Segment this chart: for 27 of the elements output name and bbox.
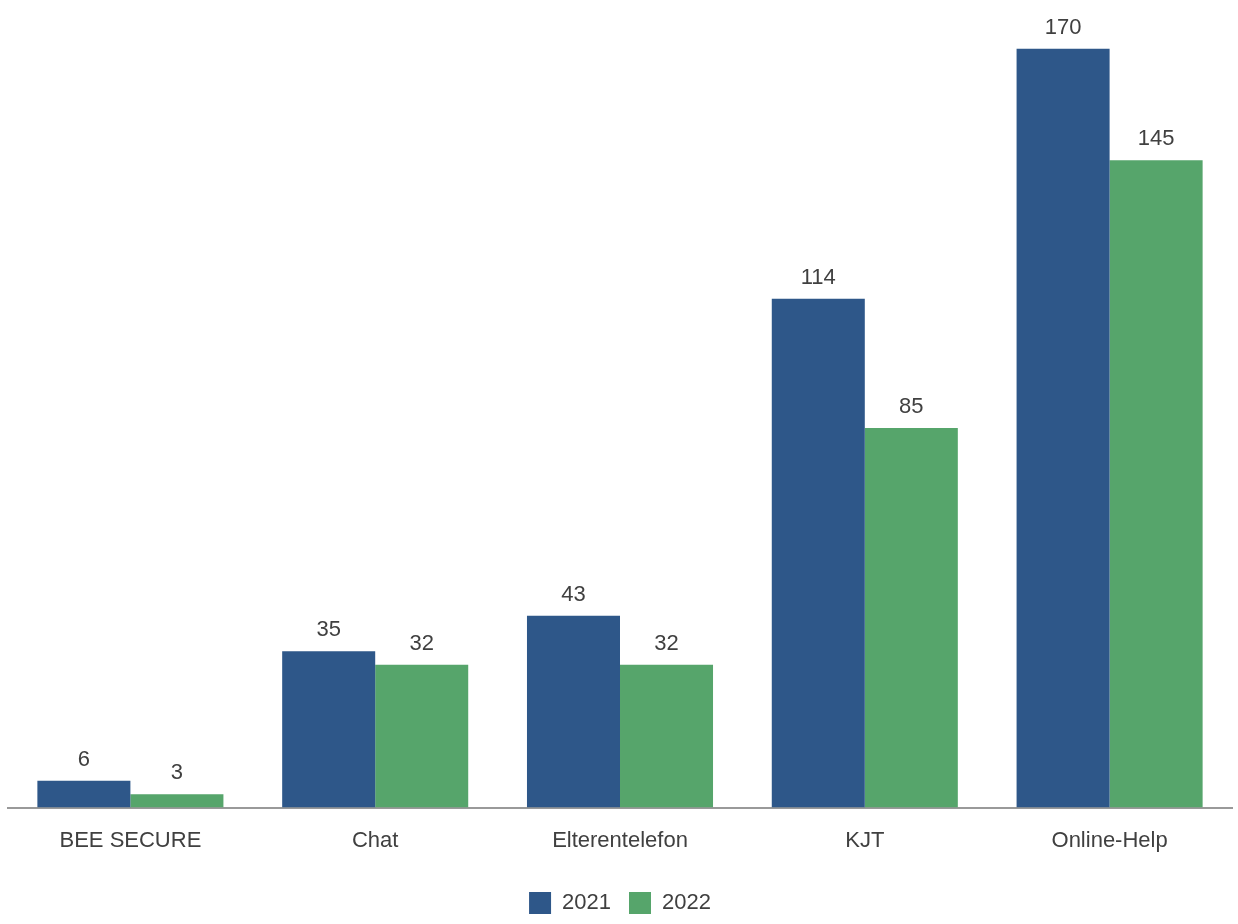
- x-tick-label: Elterentelefon: [552, 826, 688, 852]
- data-label: 3: [170, 759, 184, 785]
- x-tick-label: KJT: [845, 826, 885, 852]
- data-label: 170: [1044, 13, 1082, 39]
- bar: [282, 651, 376, 808]
- data-label: 145: [1137, 125, 1175, 151]
- legend-label: 2021: [562, 889, 612, 915]
- data-label: 43: [561, 580, 586, 606]
- data-label: 32: [409, 629, 434, 655]
- bar: [1016, 48, 1110, 808]
- bar: [130, 794, 224, 808]
- bar: [771, 298, 865, 808]
- data-label: 85: [899, 393, 924, 419]
- bar: [375, 664, 469, 808]
- bar: [1109, 160, 1203, 808]
- data-label: 35: [316, 616, 341, 642]
- data-label: 32: [654, 629, 679, 655]
- bar: [620, 664, 714, 808]
- bar: [526, 615, 620, 808]
- x-tick-label: Chat: [351, 826, 399, 852]
- bar: [864, 428, 958, 808]
- x-tick-label: BEE SECURE: [59, 826, 202, 852]
- x-tick-label: Online-Help: [1051, 826, 1168, 852]
- bar: [37, 780, 131, 808]
- data-label: 114: [800, 263, 836, 289]
- data-label: 6: [77, 745, 91, 771]
- legend-label: 2022: [662, 889, 711, 915]
